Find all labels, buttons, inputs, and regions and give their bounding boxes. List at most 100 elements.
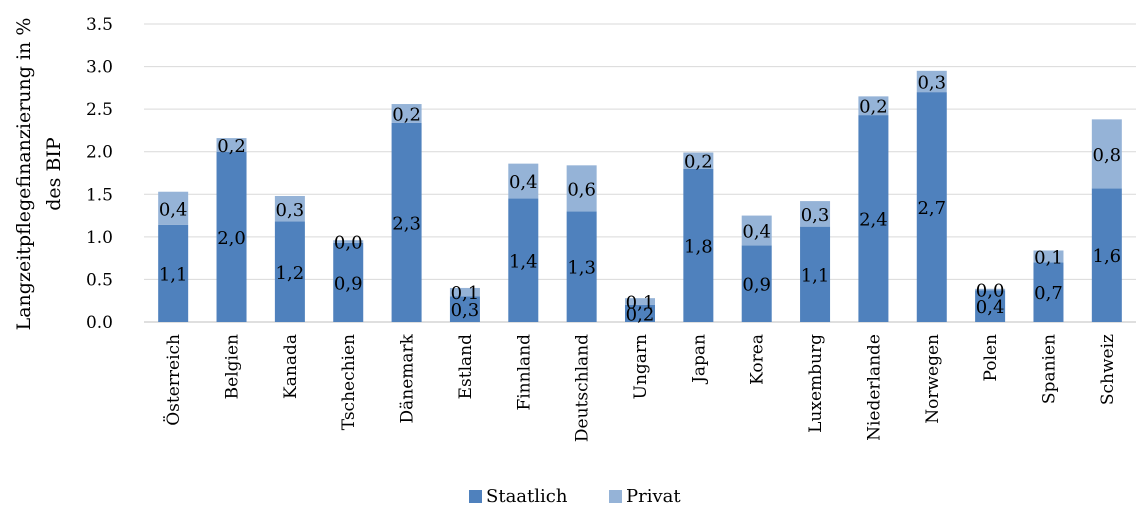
bar-privat bbox=[274, 195, 305, 222]
bar-staatlich bbox=[975, 290, 1006, 322]
y-tick-label: 3.5 bbox=[86, 15, 113, 35]
data-label-staatlich: 2,7 bbox=[917, 198, 946, 219]
legend-label-staatlich: Staatlich bbox=[486, 486, 568, 507]
legend-swatch-staatlich bbox=[469, 490, 482, 503]
data-label-staatlich: 2,0 bbox=[217, 228, 246, 249]
x-tick-label: Österreich bbox=[163, 334, 184, 426]
x-tick-label: Dänemark bbox=[398, 333, 418, 423]
bar-staatlich bbox=[274, 221, 305, 322]
data-label-privat: 0,2 bbox=[859, 97, 888, 118]
bar-privat bbox=[158, 191, 189, 225]
bar-privat bbox=[1091, 119, 1122, 189]
bar-privat bbox=[683, 152, 714, 169]
y-tick-label: 2.0 bbox=[86, 143, 113, 163]
data-label-privat: 0,0 bbox=[334, 233, 363, 254]
data-label-staatlich: 1,4 bbox=[509, 251, 538, 272]
bar-privat bbox=[1033, 250, 1064, 263]
y-axis-title: des BIP bbox=[43, 137, 65, 211]
x-tick-label: Korea bbox=[748, 334, 768, 385]
data-label-privat: 0,8 bbox=[1093, 145, 1122, 166]
data-label-staatlich: 0,3 bbox=[451, 300, 480, 321]
data-label-privat: 0,4 bbox=[509, 172, 538, 193]
bar-staatlich bbox=[158, 224, 189, 322]
data-label-privat: 0,3 bbox=[276, 200, 305, 221]
data-label-privat: 0,4 bbox=[159, 199, 188, 220]
bar-staatlich bbox=[449, 296, 480, 322]
bar-staatlich bbox=[1033, 262, 1064, 322]
data-label-staatlich: 0,9 bbox=[334, 273, 363, 294]
data-label-staatlich: 0,4 bbox=[976, 297, 1005, 318]
data-label-staatlich: 0,9 bbox=[742, 275, 771, 296]
x-tick-label: Deutschland bbox=[573, 334, 593, 442]
data-label-privat: 0,2 bbox=[392, 104, 421, 125]
bar-staatlich bbox=[1091, 188, 1122, 322]
bar-staatlich bbox=[741, 245, 772, 322]
x-tick-label: Estland bbox=[456, 334, 476, 399]
legend-label-privat: Privat bbox=[626, 486, 681, 507]
bar-staatlich bbox=[216, 151, 247, 322]
y-tick-label: 1.5 bbox=[86, 185, 113, 205]
x-tick-label: Belgien bbox=[223, 334, 243, 399]
x-tick-label: Niederlande bbox=[864, 334, 884, 441]
y-tick-label: 0.0 bbox=[86, 313, 113, 333]
data-label-staatlich: 1,6 bbox=[1093, 246, 1122, 267]
data-label-privat: 0,4 bbox=[742, 221, 771, 242]
bar-staatlich bbox=[566, 211, 597, 322]
data-label-staatlich: 1,3 bbox=[567, 258, 596, 279]
y-tick-label: 2.5 bbox=[86, 100, 113, 120]
bar-privat bbox=[800, 201, 831, 227]
bar-staatlich bbox=[391, 122, 422, 322]
data-label-staatlich: 0,7 bbox=[1034, 283, 1063, 304]
bar-privat bbox=[508, 163, 539, 199]
legend-swatch-privat bbox=[609, 490, 622, 503]
data-label-privat: 0,0 bbox=[976, 281, 1005, 302]
data-label-privat: 0,1 bbox=[451, 283, 480, 304]
data-label-staatlich: 2,3 bbox=[392, 213, 421, 234]
bar-staatlich bbox=[916, 92, 947, 322]
x-tick-label: Luxemburg bbox=[806, 334, 826, 433]
data-label-privat: 0,1 bbox=[1034, 247, 1063, 268]
x-tick-label: Schweiz bbox=[1098, 334, 1118, 405]
data-label-staatlich: 1,1 bbox=[159, 264, 188, 285]
y-tick-label: 1.0 bbox=[86, 228, 113, 248]
bar-staatlich bbox=[333, 242, 364, 322]
data-label-staatlich: 1,8 bbox=[684, 236, 713, 257]
x-tick-label: Japan bbox=[689, 334, 709, 385]
bar-privat bbox=[975, 288, 1006, 291]
data-label-staatlich: 1,1 bbox=[801, 265, 830, 286]
bar-staatlich bbox=[858, 115, 889, 322]
bar-privat bbox=[216, 138, 247, 152]
data-label-privat: 0,1 bbox=[626, 293, 655, 314]
x-tick-label: Tschechien bbox=[339, 334, 359, 430]
x-tick-label: Kanada bbox=[281, 334, 301, 399]
bar-privat bbox=[625, 298, 655, 305]
x-tick-label: Polen bbox=[981, 334, 1001, 381]
data-label-privat: 0,3 bbox=[801, 205, 830, 226]
data-label-privat: 0,6 bbox=[567, 179, 596, 200]
data-label-privat: 0,2 bbox=[684, 152, 713, 173]
bar-staatlich bbox=[625, 304, 655, 322]
data-label-staatlich: 2,4 bbox=[859, 210, 888, 231]
y-tick-label: 0.5 bbox=[86, 270, 113, 290]
data-label-privat: 0,3 bbox=[917, 72, 946, 93]
x-tick-label: Spanien bbox=[1039, 334, 1059, 404]
y-tick-label: 3.0 bbox=[86, 58, 113, 78]
bar-privat bbox=[449, 287, 480, 297]
bar-privat bbox=[741, 215, 772, 246]
bar-privat bbox=[333, 240, 364, 243]
bar-staatlich bbox=[800, 226, 831, 322]
bar-privat bbox=[566, 165, 597, 212]
bar-staatlich bbox=[508, 198, 539, 322]
bar-privat bbox=[858, 96, 889, 116]
y-axis-title: Langzeitpflegefinanzierung in % bbox=[13, 18, 35, 331]
x-tick-label: Finnland bbox=[514, 334, 534, 411]
data-label-staatlich: 1,2 bbox=[276, 263, 305, 284]
data-label-privat: 0,2 bbox=[217, 136, 246, 157]
data-label-staatlich: 0,2 bbox=[626, 304, 655, 325]
bar-privat bbox=[916, 70, 947, 93]
bar-privat bbox=[391, 104, 422, 123]
bar-staatlich bbox=[683, 168, 714, 322]
x-tick-label: Ungarn bbox=[631, 334, 651, 399]
